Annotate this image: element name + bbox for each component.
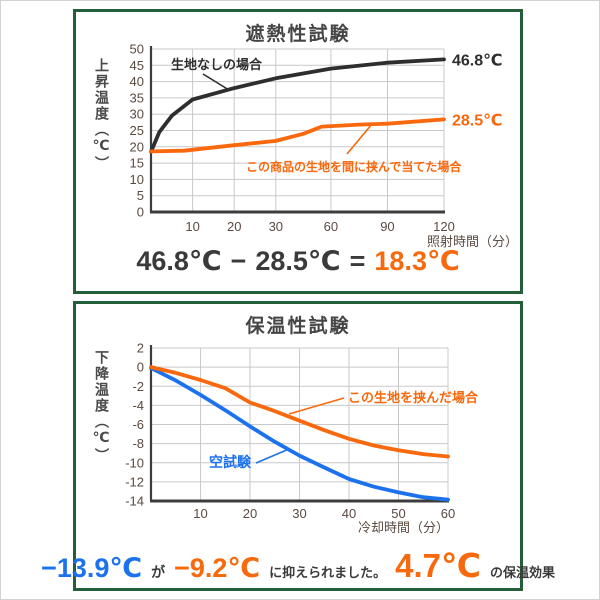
- x-tick-label: 10: [185, 219, 199, 234]
- x-axis-label: 照射時間（分）: [427, 234, 518, 249]
- heat-retention-y-axis-label: 下降温度（℃）: [94, 350, 110, 464]
- formula-part: −: [230, 246, 247, 276]
- formula-part: −9.2℃: [174, 553, 261, 583]
- heat-shielding-title: 遮熱性試験: [245, 24, 351, 45]
- y-tick-label: 25: [130, 123, 144, 138]
- x-tick-label: 60: [324, 219, 338, 234]
- x-tick-label: 10: [193, 506, 207, 521]
- heat-shielding-panel: 遮熱性試験 上昇温度（℃） 50 45 40 35 30 25 20 15 10 5 0 10 20 30…: [73, 9, 523, 294]
- y-tick-label: -12: [125, 474, 144, 489]
- annotation-leader-line: [202, 73, 230, 91]
- series-line-0: [149, 366, 450, 502]
- series-line-1: [149, 117, 446, 154]
- formula-part: が: [151, 564, 166, 580]
- y-tick-label: -8: [132, 436, 144, 451]
- annotation-label: 空試験: [209, 454, 252, 470]
- x-tick-label: 40: [342, 506, 356, 521]
- x-axis-label: 冷却時間（分）: [358, 520, 449, 535]
- y-tick-label: 2: [137, 341, 144, 356]
- temperature-difference-formula: 46.8℃ −28.5℃ = 18.3℃: [76, 246, 520, 277]
- x-tick-label: 60: [441, 506, 455, 521]
- x-tick-label: 120: [433, 219, 455, 234]
- x-tick-label: 90: [380, 219, 394, 234]
- formula-part: の保温効果: [489, 565, 555, 580]
- y-tick-label: -10: [125, 455, 144, 470]
- y-tick-label: 15: [130, 156, 144, 171]
- annotation-label: この生地を挟んだ場合: [348, 390, 479, 405]
- y-tick-label: -2: [132, 379, 144, 394]
- y-tick-label: 20: [130, 139, 144, 154]
- x-tick-label: 20: [243, 506, 257, 521]
- y-tick-label: 5: [137, 188, 144, 203]
- y-tick-label: 0: [137, 360, 144, 375]
- annotation-label: この商品の生地を間に挟んで当てた場合: [246, 159, 462, 174]
- y-tick-label: -14: [125, 494, 144, 509]
- y-tick-label: 30: [130, 107, 144, 122]
- annotation-leader-line: [255, 448, 290, 464]
- y-tick-label: 35: [130, 90, 144, 105]
- series-line-0: [149, 57, 446, 154]
- formula-part: 46.8℃: [136, 246, 222, 276]
- x-tick-label: 20: [227, 219, 241, 234]
- heat-shielding-y-axis-label: 上昇温度（℃）: [94, 58, 110, 172]
- x-tick-label: 50: [391, 506, 405, 521]
- heat-retention-title: 保温性試験: [245, 316, 351, 337]
- y-tick-label: 50: [130, 42, 144, 57]
- series-line-1: [149, 365, 450, 459]
- formula-part: に抑えられました。: [269, 565, 387, 580]
- annotation-leader-line: [288, 397, 345, 415]
- formula-part: 18.3℃: [374, 246, 460, 276]
- formula-part: =: [349, 246, 366, 276]
- formula-part: −13.9℃: [41, 553, 143, 583]
- y-tick-label: 0: [137, 205, 144, 220]
- x-tick-label: 30: [292, 506, 306, 521]
- annotation-leader-line: [346, 123, 373, 155]
- y-tick-label: 40: [130, 74, 144, 89]
- x-tick-label: 30: [269, 219, 283, 234]
- heat-retention-panel: 保温性試験 下降温度（℃） 2 0 -2 -4 -6 -8 -10 -12 -14 10 20 30 4…: [41, 301, 555, 591]
- y-tick-label: 45: [130, 58, 144, 73]
- y-tick-label: 10: [130, 172, 144, 187]
- formula-part: 28.5℃: [255, 246, 341, 276]
- series-end-value: 46.8℃: [452, 52, 503, 69]
- annotation-label: 生地なしの場合: [171, 57, 263, 72]
- formula-part: 4.7℃: [395, 547, 481, 584]
- y-tick-label: -4: [132, 398, 144, 413]
- heat-retention-result-text: −13.9℃ が −9.2℃ に抑えられました。 4.7℃ の保温効果: [41, 546, 555, 585]
- y-tick-label: -6: [132, 417, 144, 432]
- series-end-value: 28.5℃: [452, 112, 503, 129]
